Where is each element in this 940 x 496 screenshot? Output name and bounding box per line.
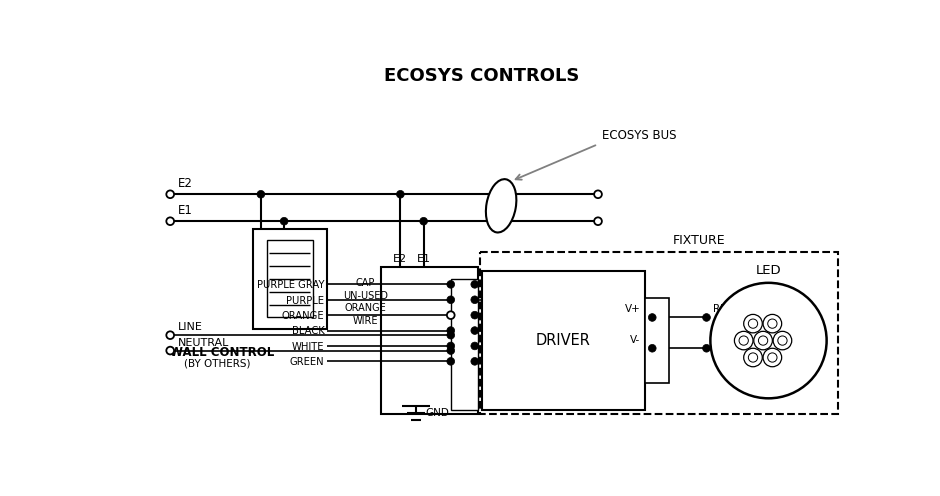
Text: GND: GND	[425, 408, 449, 418]
Bar	[481, 271, 645, 410]
Text: GREEN: GREEN	[290, 357, 324, 367]
Text: E2: E2	[393, 253, 407, 263]
Circle shape	[397, 190, 404, 198]
Text: LINE: LINE	[178, 322, 203, 332]
Text: E1: E1	[178, 203, 193, 217]
Text: DRIVER: DRIVER	[536, 333, 590, 348]
Text: WALL CONTROL: WALL CONTROL	[170, 346, 274, 359]
Circle shape	[594, 217, 602, 225]
Text: ECOSYS BUS: ECOSYS BUS	[602, 129, 677, 142]
Circle shape	[420, 217, 428, 225]
Circle shape	[166, 190, 174, 198]
Circle shape	[744, 314, 762, 333]
Text: LED: LED	[756, 264, 781, 277]
Circle shape	[166, 331, 174, 339]
Text: V+: V+	[625, 305, 641, 314]
Circle shape	[471, 358, 478, 365]
Circle shape	[748, 353, 758, 362]
Circle shape	[763, 314, 782, 333]
Circle shape	[471, 281, 478, 288]
Circle shape	[446, 327, 455, 334]
Circle shape	[739, 336, 748, 345]
Circle shape	[446, 347, 455, 355]
Circle shape	[257, 190, 265, 198]
Text: ECOSYS CONTROLS: ECOSYS CONTROLS	[384, 67, 579, 85]
Text: NEUTRAL: NEUTRAL	[178, 337, 229, 348]
Circle shape	[748, 319, 758, 328]
Text: PURPLE: PURPLE	[287, 296, 324, 306]
Circle shape	[446, 358, 455, 365]
Circle shape	[446, 281, 455, 288]
Circle shape	[446, 311, 455, 319]
Text: BLACK: BLACK	[291, 326, 324, 336]
Text: RED: RED	[713, 305, 734, 314]
Circle shape	[446, 331, 455, 339]
Text: WHITE: WHITE	[292, 342, 324, 352]
Text: E1: E1	[416, 253, 431, 263]
Text: ORANGE: ORANGE	[282, 311, 324, 321]
Bar	[267, 241, 313, 317]
Text: BLACK: BLACK	[713, 335, 747, 345]
Bar	[451, 279, 478, 410]
Circle shape	[471, 296, 478, 304]
Circle shape	[280, 217, 288, 225]
Circle shape	[768, 319, 777, 328]
Text: V-: V-	[631, 335, 641, 345]
Circle shape	[759, 336, 768, 345]
Circle shape	[754, 331, 773, 350]
Circle shape	[734, 331, 753, 350]
Circle shape	[768, 353, 777, 362]
Bar	[480, 252, 838, 414]
Circle shape	[446, 342, 455, 350]
Bar	[253, 229, 327, 329]
Circle shape	[777, 336, 787, 345]
Circle shape	[471, 327, 478, 334]
Bar	[381, 267, 478, 414]
Text: FIXTURE: FIXTURE	[672, 235, 725, 248]
Circle shape	[702, 313, 711, 321]
Circle shape	[166, 217, 174, 225]
Circle shape	[471, 311, 478, 319]
Ellipse shape	[486, 179, 516, 233]
Text: PURPLE GRAY: PURPLE GRAY	[257, 280, 324, 290]
Circle shape	[744, 348, 762, 367]
Text: CAP
UN-USED
ORANGE
WIRE: CAP UN-USED ORANGE WIRE	[343, 278, 388, 326]
Circle shape	[166, 347, 174, 355]
Circle shape	[446, 296, 455, 304]
Circle shape	[649, 344, 656, 352]
Circle shape	[763, 348, 782, 367]
Circle shape	[702, 344, 711, 352]
Circle shape	[649, 313, 656, 321]
Text: E2: E2	[178, 177, 193, 189]
Bar	[645, 298, 669, 383]
Circle shape	[774, 331, 791, 350]
Text: (BY OTHERS): (BY OTHERS)	[184, 358, 251, 368]
Circle shape	[711, 283, 826, 398]
Circle shape	[594, 190, 602, 198]
Circle shape	[471, 342, 478, 350]
